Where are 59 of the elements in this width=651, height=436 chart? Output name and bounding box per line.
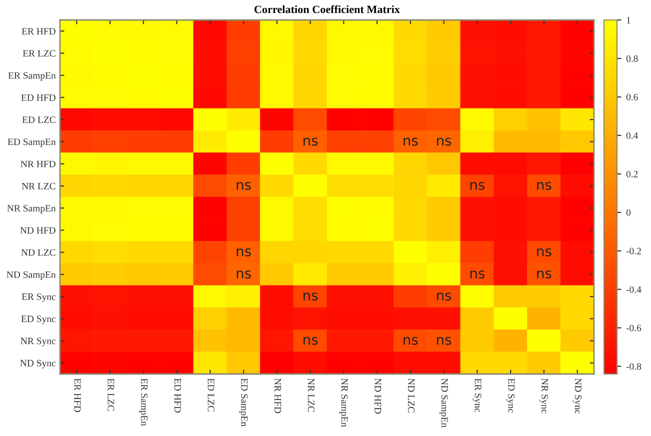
y-tick-label: NR LZC: [22, 182, 56, 190]
x-tick-label: ED LZC: [208, 378, 214, 412]
x-tick-label: ER Sync: [472, 378, 482, 412]
y-tick-label: NR HFD: [20, 160, 56, 168]
x-tick-label: ER LZC: [108, 378, 114, 411]
data-label: ns: [437, 292, 452, 301]
y-tick-label: NR SampEn: [7, 205, 56, 214]
y-tick-label: ED SampEn: [8, 138, 56, 148]
y-tick-label: ER SampEn: [8, 72, 56, 81]
x-tick-label: ED Sync: [506, 378, 515, 413]
color-bar-label: -0.2: [626, 248, 641, 254]
y-tick-label: ED LZC: [22, 116, 56, 124]
y-tick-label: ED Sync: [21, 316, 56, 324]
x-tick-label: ND SampEn: [439, 378, 448, 428]
color-bar-label: -0.4: [626, 286, 642, 293]
x-tick-label: NR Sync: [540, 378, 548, 414]
y-tick-label: ND HFD: [20, 227, 56, 234]
chart-title: Correlation Coefficient Matrix: [254, 5, 400, 14]
data-label: ns: [470, 270, 485, 278]
x-tick-label: ER SampEn: [139, 378, 148, 426]
data-label: ns: [437, 138, 452, 146]
data-label: ns: [470, 182, 485, 190]
y-tick-label: NR Sync: [20, 338, 56, 346]
y-tick-label: ED HFD: [21, 94, 56, 101]
y-tick-label: ER Sync: [22, 293, 56, 302]
x-tick-label: ND Sync: [572, 378, 582, 414]
data-label: ns: [537, 182, 552, 190]
color-bar-label: 0.6: [626, 94, 638, 100]
data-label: ns: [437, 336, 452, 345]
x-tick-label: ND LZC: [408, 378, 415, 412]
data-label: ns: [537, 248, 552, 256]
color-bar-label: 0: [626, 209, 631, 216]
data-label: ns: [236, 248, 251, 256]
x-tick-label: ER HFD: [74, 378, 81, 412]
y-tick-label: ND Sync: [20, 360, 56, 368]
color-bar-label: -0.6: [626, 324, 642, 332]
color-bar-label: 0.8: [626, 55, 638, 62]
data-label: ns: [304, 292, 318, 301]
x-tick-label: ED SampEn: [239, 378, 248, 426]
x-tick-label: ND HFD: [374, 378, 382, 414]
y-tick-label: ER HFD: [22, 28, 56, 34]
color-bar-label: 0.2: [626, 170, 638, 178]
color-bar-label: 0.4: [626, 132, 638, 139]
x-tick-label: NR HFD: [274, 378, 281, 414]
data-label: ns: [304, 138, 318, 146]
x-tick-label: NR LZC: [308, 378, 314, 412]
data-label: ns: [236, 270, 251, 278]
data-label: ns: [236, 182, 251, 190]
y-tick-label: ND LZC: [21, 249, 56, 256]
color-bar-label: 1: [626, 16, 630, 24]
data-label: ns: [404, 138, 418, 146]
x-tick-label: ED HFD: [174, 378, 181, 413]
data-label: ns: [537, 270, 552, 278]
x-tick-label: NR SampEn: [339, 378, 348, 427]
color-bar-label: -0.8: [626, 363, 642, 370]
data-label: ns: [404, 336, 418, 345]
data-label: ns: [304, 336, 318, 345]
y-tick-label: ND SampEn: [6, 271, 56, 280]
y-tick-label: ER LZC: [22, 50, 56, 57]
